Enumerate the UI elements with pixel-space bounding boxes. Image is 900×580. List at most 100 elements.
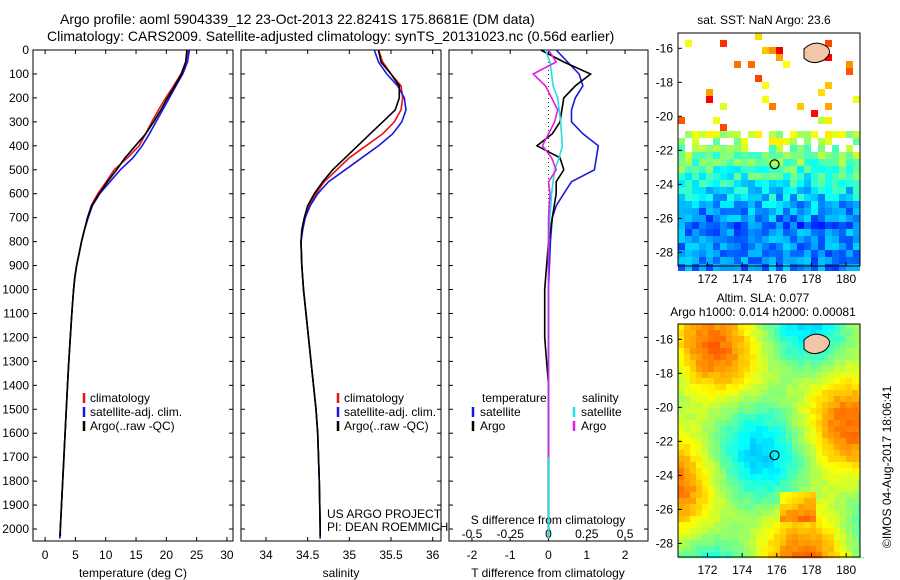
sla-pixel — [726, 552, 733, 559]
sla-pixel — [828, 438, 835, 445]
sla-pixel — [780, 534, 787, 541]
sst-pixel — [713, 166, 720, 173]
sla-pixel — [774, 534, 781, 541]
sst-pixel — [818, 117, 825, 124]
sla-pixel — [792, 552, 799, 559]
sla-pixel — [846, 360, 853, 367]
sst-pixel — [727, 229, 734, 236]
sst-pixel — [783, 194, 790, 201]
sla-pixel — [762, 480, 769, 487]
sst-pixel — [832, 201, 839, 208]
sla-pixel — [732, 462, 739, 469]
sst-pixel — [783, 257, 790, 264]
sst-pixel — [769, 201, 776, 208]
sla-pixel — [720, 546, 727, 553]
y-tick-label: 1900 — [2, 498, 29, 512]
sla-pixel — [714, 396, 721, 403]
sla-pixel — [804, 492, 811, 499]
sla-pixel — [744, 444, 751, 451]
sla-pixel — [762, 444, 769, 451]
sst-pixel — [692, 236, 699, 243]
sla-pixel — [780, 456, 787, 463]
sst-pixel — [685, 40, 692, 47]
x-tick-label: 172 — [697, 563, 717, 577]
sla-pixel — [762, 360, 769, 367]
sla-pixel — [846, 522, 853, 529]
sla-pixel — [708, 408, 715, 415]
sst-pixel — [678, 145, 685, 152]
sst-pixel — [825, 187, 832, 194]
x-tick-label: 35.5 — [379, 548, 403, 562]
sla-pixel — [792, 480, 799, 487]
sst-pixel — [748, 61, 755, 68]
sst-pixel — [790, 194, 797, 201]
sla-pixel — [792, 390, 799, 397]
sst-pixel — [734, 166, 741, 173]
sst-pixel — [846, 159, 853, 166]
sla-pixel — [684, 474, 691, 481]
sst-pixel — [818, 222, 825, 229]
sla-pixel — [750, 468, 757, 475]
sst-pixel — [783, 61, 790, 68]
sla-pixel — [708, 384, 715, 391]
sst-pixel — [783, 187, 790, 194]
sla-pixel — [804, 402, 811, 409]
sla-pixel — [684, 372, 691, 379]
sla-pixel — [828, 336, 835, 343]
sla-pixel — [810, 456, 817, 463]
y-tick-label: 1400 — [2, 378, 29, 392]
sla-pixel — [852, 342, 859, 349]
sst-pixel — [748, 222, 755, 229]
sla-pixel — [678, 390, 685, 397]
sla-pixel — [810, 474, 817, 481]
sla-pixel — [840, 342, 847, 349]
sla-pixel — [720, 408, 727, 415]
sla-pixel — [774, 360, 781, 367]
sla-pixel — [840, 348, 847, 355]
sst-pixel — [832, 159, 839, 166]
sst-pixel — [797, 194, 804, 201]
x-tick-label: 30 — [220, 548, 234, 562]
sst-pixel — [818, 187, 825, 194]
island-landmass — [803, 42, 830, 64]
sla-pixel — [780, 516, 787, 523]
sst-pixel — [685, 222, 692, 229]
sla-pixel — [690, 492, 697, 499]
sla-pixel — [726, 396, 733, 403]
sst-pixel — [685, 215, 692, 222]
sla-pixel — [684, 540, 691, 547]
sst-pixel — [839, 222, 846, 229]
sla-pixel — [816, 444, 823, 451]
sst-pixel — [678, 229, 685, 236]
sst-pixel — [692, 152, 699, 159]
sla-pixel — [846, 504, 853, 511]
sst-pixel — [825, 215, 832, 222]
sst-pixel — [692, 215, 699, 222]
sst-pixel — [706, 215, 713, 222]
sla-pixel — [786, 342, 793, 349]
sla-pixel — [726, 474, 733, 481]
sla-pixel — [702, 420, 709, 427]
sla-pixel — [828, 480, 835, 487]
sst-pixel — [839, 201, 846, 208]
sla-pixel — [846, 384, 853, 391]
sla-pixel — [816, 414, 823, 421]
sst-pixel — [839, 208, 846, 215]
sla-pixel — [840, 486, 847, 493]
sla-pixel — [798, 426, 805, 433]
x-tick-label: 174 — [732, 272, 752, 286]
sst-pixel — [846, 61, 853, 68]
sla-pixel — [774, 336, 781, 343]
sla-pixel — [750, 402, 757, 409]
sla-pixel — [750, 450, 757, 457]
sla-pixel — [786, 348, 793, 355]
sla-pixel — [738, 552, 745, 559]
sla-pixel — [768, 492, 775, 499]
sst-pixel — [762, 201, 769, 208]
sla-pixel — [708, 342, 715, 349]
sla-pixel — [780, 420, 787, 427]
y-tick-label: 1700 — [2, 450, 29, 464]
sla-pixel — [756, 372, 763, 379]
sst-pixel — [783, 222, 790, 229]
x-tick-label-salinity: -0.25 — [497, 527, 525, 541]
